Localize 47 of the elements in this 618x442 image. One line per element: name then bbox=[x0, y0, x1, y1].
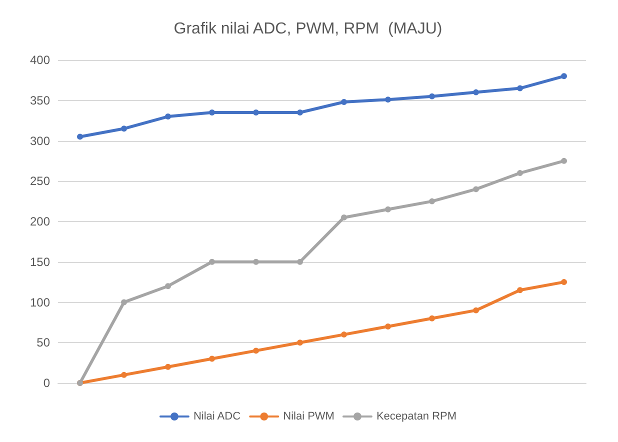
point bbox=[385, 96, 391, 103]
point bbox=[473, 89, 479, 96]
point bbox=[561, 73, 567, 80]
point bbox=[385, 206, 391, 212]
legend-label: Kecepatan RPM bbox=[376, 410, 457, 422]
y-tick-label: 150 bbox=[30, 254, 50, 269]
point bbox=[473, 186, 479, 192]
point bbox=[297, 109, 303, 116]
y-tick-label: 250 bbox=[30, 174, 50, 188]
y-tick-label: 350 bbox=[30, 93, 50, 108]
point bbox=[341, 214, 347, 220]
y-tick-label: 300 bbox=[30, 134, 50, 148]
point bbox=[253, 109, 259, 116]
point bbox=[253, 258, 259, 265]
y-tick-label: 0 bbox=[43, 376, 50, 390]
point bbox=[341, 98, 347, 105]
point bbox=[209, 356, 215, 362]
point bbox=[561, 158, 567, 164]
point bbox=[77, 134, 83, 140]
point bbox=[121, 372, 127, 378]
point bbox=[209, 258, 215, 265]
point bbox=[165, 364, 171, 370]
point bbox=[429, 198, 435, 204]
point bbox=[517, 287, 523, 294]
point bbox=[517, 170, 523, 176]
point bbox=[429, 315, 435, 322]
point bbox=[253, 348, 259, 354]
point bbox=[297, 340, 303, 346]
point bbox=[561, 279, 567, 286]
point bbox=[165, 283, 171, 290]
point bbox=[121, 299, 127, 306]
point bbox=[297, 258, 303, 265]
point bbox=[517, 85, 523, 92]
point bbox=[385, 323, 391, 330]
point bbox=[341, 332, 347, 338]
point bbox=[121, 126, 127, 132]
point bbox=[209, 109, 215, 116]
legend-label: Nilai ADC bbox=[193, 410, 241, 422]
y-tick-label: 400 bbox=[30, 53, 50, 67]
legend-label: Nilai PWM bbox=[283, 410, 334, 422]
point bbox=[165, 114, 171, 120]
y-tick-label: 100 bbox=[30, 295, 50, 310]
point bbox=[473, 307, 479, 314]
point bbox=[429, 93, 435, 100]
y-tick-label: 50 bbox=[36, 336, 50, 350]
y-tick-label: 200 bbox=[30, 214, 50, 228]
chart-title: Grafik nilai ADC, PWM, RPM (MAJU) bbox=[174, 20, 442, 38]
